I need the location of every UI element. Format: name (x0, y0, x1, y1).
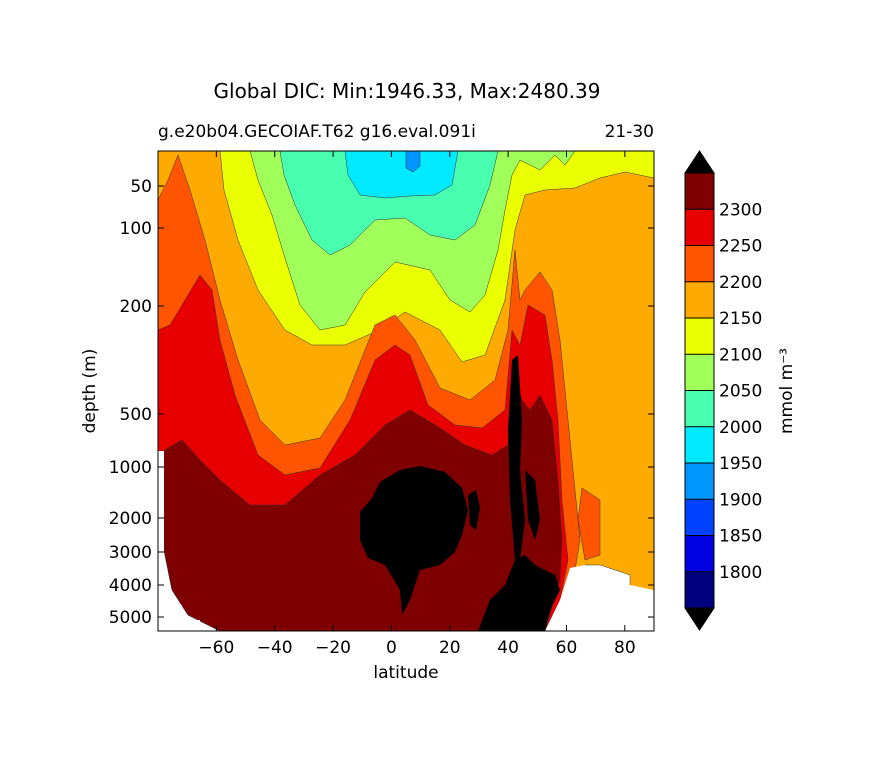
land-mask-arctic (545, 565, 654, 631)
colorbar-tick-label: 2000 (719, 418, 762, 438)
y-tick-label: 500 (120, 405, 152, 425)
x-tick-label: −20 (315, 638, 351, 658)
colorbar-swatch (685, 173, 714, 210)
y-tick-label: 1000 (109, 458, 152, 478)
y-tick-label: 2000 (109, 509, 152, 529)
x-tick-label: −40 (257, 638, 293, 658)
colorbar-swatch (685, 571, 714, 609)
contour-overrange-50n (525, 470, 540, 540)
contour-band-2250-arctic (577, 487, 601, 561)
colorbar-swatch (685, 463, 714, 500)
colorbar-swatch (685, 499, 714, 536)
colorbar-swatch (685, 354, 714, 391)
contour-overrange-deep-north-pacific (478, 555, 560, 631)
colorbar-extend-min (684, 607, 715, 631)
colorbar-tick-label: 1950 (719, 454, 762, 474)
colorbar-tick-label: 2300 (719, 200, 762, 220)
x-tick-label: 0 (386, 638, 397, 658)
contour-overrange-deep-equatorial (360, 466, 468, 615)
colorbar-swatch (685, 281, 714, 319)
colorbar-swatch (685, 245, 714, 283)
y-tick-label: 100 (120, 219, 152, 239)
y-tick-label: 50 (130, 177, 152, 197)
y-tick-label: 200 (120, 297, 152, 317)
x-tick-label: 80 (614, 638, 636, 658)
contour-band-2000 (344, 151, 459, 199)
chart-title: Global DIC: Min:1946.33, Max:2480.39 (214, 79, 601, 103)
contour-band-1950 (405, 151, 421, 173)
chart-subtitle-right: 21-30 (605, 122, 654, 142)
y-axis: 50 100 200 500 1000 2000 3000 4000 5000 (109, 177, 654, 628)
colorbar-swatch (685, 535, 714, 573)
colorbar-swatch (685, 426, 714, 464)
y-tick-label: 4000 (109, 576, 152, 596)
y-tick-label: 3000 (109, 543, 152, 563)
y-tick-label: 5000 (109, 608, 152, 628)
x-tick-label: 40 (497, 638, 519, 658)
land-mask-antarctic-steps (158, 451, 200, 631)
colorbar-tick-labels: 1800 1850 1900 1950 2000 2050 2100 2150 2200 2250… (719, 200, 762, 583)
x-tick-label: −60 (198, 638, 234, 658)
colorbar-swatch (685, 209, 714, 246)
colorbar-tick-label: 2100 (719, 345, 762, 365)
x-tick-label: 60 (556, 638, 578, 658)
colorbar-label: mmol m⁻³ (777, 348, 797, 434)
colorbar-tick-label: 2150 (719, 309, 762, 329)
x-axis: −60 −40 −20 0 20 40 60 80 (198, 151, 636, 658)
colorbar-extend-max (684, 150, 715, 174)
chart-subtitle-left: g.e20b04.GECOIAF.T62 g16.eval.091i (158, 122, 476, 142)
contour-plot (158, 151, 654, 631)
colorbar-swatch (685, 318, 714, 355)
colorbar-tick-label: 2200 (719, 273, 762, 293)
x-tick-label: 20 (439, 638, 461, 658)
contour-overrange-deep-40n (468, 490, 480, 530)
colorbar-tick-label: 1850 (719, 527, 762, 547)
colorbar-tick-label: 1800 (719, 563, 762, 583)
colorbar (684, 150, 715, 631)
colorbar-tick-label: 2050 (719, 382, 762, 402)
contour-overrange-column-42n (508, 355, 525, 560)
y-axis-label: depth (m) (80, 349, 100, 434)
x-axis-label: latitude (373, 663, 438, 683)
colorbar-swatch (685, 390, 714, 428)
colorbar-tick-label: 1900 (719, 490, 762, 510)
plot-frame (157, 150, 655, 632)
colorbar-tick-label: 2250 (719, 237, 762, 257)
